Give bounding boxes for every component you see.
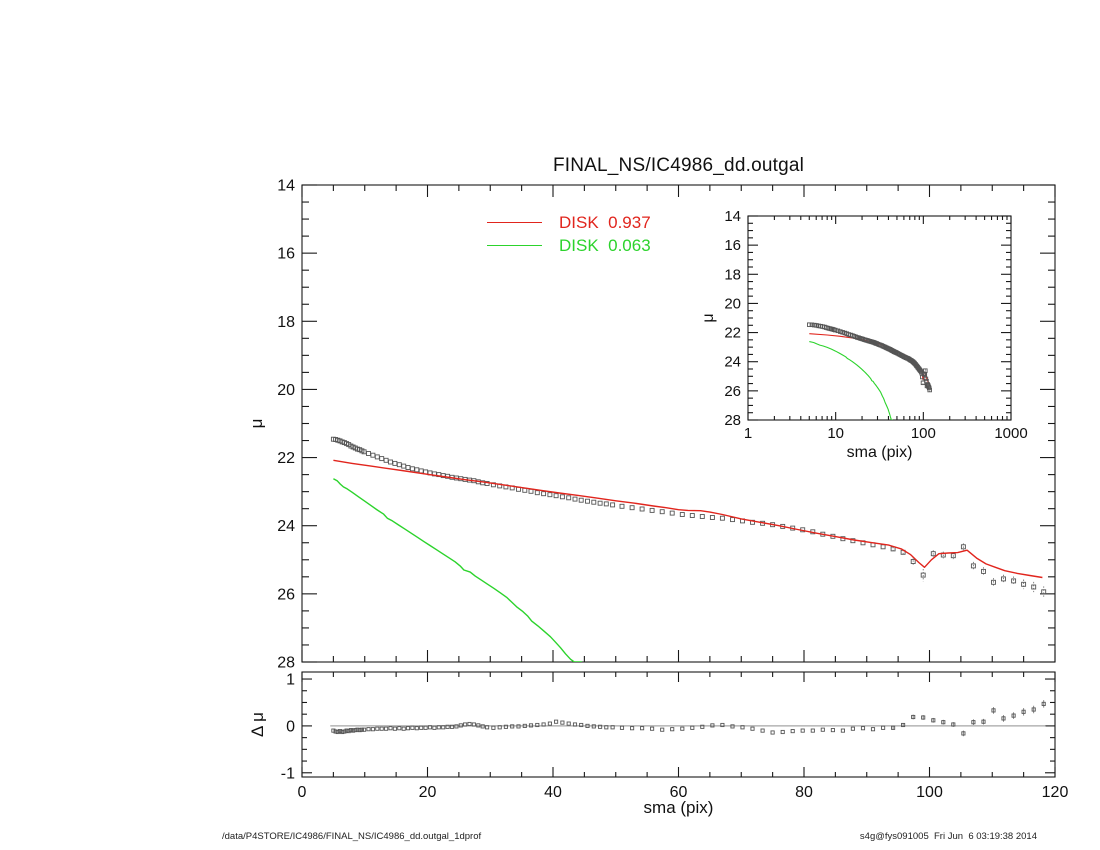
svg-text:18: 18 xyxy=(724,266,741,283)
svg-text:μ: μ xyxy=(700,313,717,322)
svg-text:20: 20 xyxy=(277,382,295,399)
disk1-model-line-main xyxy=(333,459,1043,579)
chart-title: FINAL_NS/IC4986_dd.outgal xyxy=(552,155,805,176)
svg-text:Δ μ: Δ μ xyxy=(248,712,267,737)
svg-text:sma (pix): sma (pix) xyxy=(644,798,714,817)
svg-text:60: 60 xyxy=(670,784,688,801)
legend-row-disk1: DISK 0.937 xyxy=(487,211,651,234)
svg-text:1: 1 xyxy=(286,672,295,689)
svg-text:120: 120 xyxy=(1042,784,1069,801)
residual-data-points xyxy=(331,700,1046,737)
svg-text:100: 100 xyxy=(911,425,936,442)
disk2-line-swatch xyxy=(487,245,542,246)
legend: DISK 0.937 DISK 0.063 xyxy=(487,211,651,257)
svg-text:26: 26 xyxy=(724,383,741,400)
svg-text:100: 100 xyxy=(916,784,943,801)
svg-text:26: 26 xyxy=(277,586,295,603)
inset-panel-axes xyxy=(747,215,1012,421)
svg-text:22: 22 xyxy=(724,325,741,342)
svg-text:-1: -1 xyxy=(281,765,295,782)
disk1-legend-label: DISK 0.937 xyxy=(559,212,651,232)
svg-text:1: 1 xyxy=(744,425,752,442)
svg-text:20: 20 xyxy=(724,295,741,312)
svg-text:16: 16 xyxy=(277,246,295,263)
disk1-line-swatch xyxy=(487,222,542,223)
svg-text:1000: 1000 xyxy=(994,425,1027,442)
user-timestamp: s4g@fys091005 Fri Jun 6 03:19:38 2014 xyxy=(859,831,1037,842)
output-file-path: /data/P4STORE/IC4986/FINAL_NS/IC4986_dd.… xyxy=(222,831,482,842)
svg-text:40: 40 xyxy=(544,784,562,801)
disk2-model-line-inset xyxy=(809,341,893,420)
svg-text:μ: μ xyxy=(247,419,266,429)
svg-text:0: 0 xyxy=(286,718,295,735)
svg-text:0: 0 xyxy=(298,784,307,801)
svg-text:16: 16 xyxy=(724,237,741,254)
svg-text:24: 24 xyxy=(277,518,295,535)
svg-text:28: 28 xyxy=(724,412,741,429)
svg-text:22: 22 xyxy=(277,450,295,467)
svg-text:10: 10 xyxy=(827,425,844,442)
svg-text:20: 20 xyxy=(419,784,437,801)
svg-text:sma (pix): sma (pix) xyxy=(847,444,913,461)
svg-text:14: 14 xyxy=(277,178,295,195)
svg-text:28: 28 xyxy=(277,655,295,672)
residual-panel-axes xyxy=(301,671,1056,778)
profile-data-points-inset xyxy=(807,322,932,393)
svg-text:18: 18 xyxy=(277,314,295,331)
legend-row-disk2: DISK 0.063 xyxy=(487,234,651,257)
svg-text:24: 24 xyxy=(724,354,741,371)
profile-data-points-main xyxy=(330,436,1047,598)
svg-text:80: 80 xyxy=(795,784,813,801)
disk2-model-line-main xyxy=(333,478,582,662)
svg-text:14: 14 xyxy=(724,208,741,225)
main-panel-axes xyxy=(301,184,1056,663)
disk2-legend-label: DISK 0.063 xyxy=(559,235,651,255)
